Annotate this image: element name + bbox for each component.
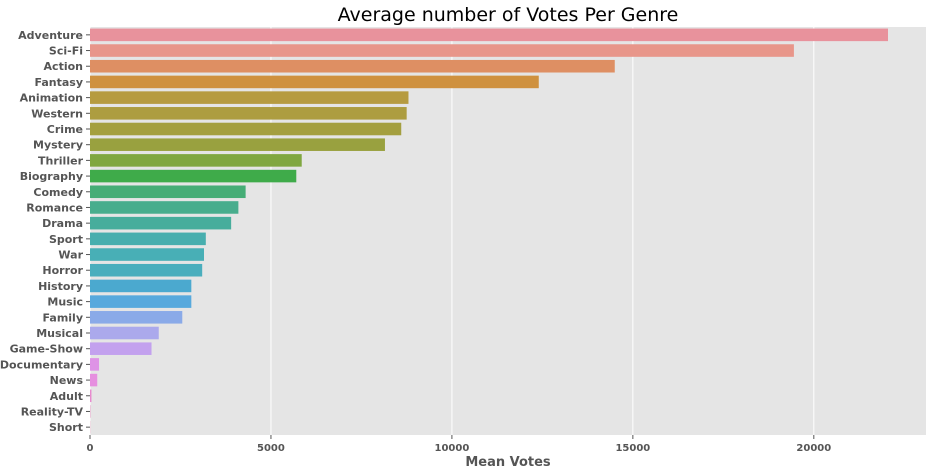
category-label: Reality-TV xyxy=(21,405,84,418)
category-label: Sci-Fi xyxy=(49,45,83,58)
category-label: Music xyxy=(47,296,83,309)
x-tick-label: 20000 xyxy=(796,443,831,454)
x-tick-label: 10000 xyxy=(435,443,470,454)
category-label: Adult xyxy=(50,390,83,403)
bar-music xyxy=(90,295,192,308)
bar-news xyxy=(90,373,98,387)
bar-fantasy xyxy=(90,75,539,89)
bar-sci-fi xyxy=(90,44,794,57)
bar-drama xyxy=(90,216,232,230)
bar-biography xyxy=(90,169,297,183)
x-axis-label: Mean Votes xyxy=(465,455,551,470)
category-label: Animation xyxy=(20,92,83,105)
category-label: Drama xyxy=(42,217,83,230)
bar-animation xyxy=(90,91,409,104)
category-label: Sport xyxy=(49,233,83,246)
category-label: Documentary xyxy=(0,358,83,371)
chart-title: Average number of Votes Per Genre xyxy=(338,4,679,26)
category-labels: Adventure Sci-Fi Action Fantasy Animation Wes… xyxy=(0,29,90,434)
category-label: Game-Show xyxy=(10,343,83,356)
category-label: Crime xyxy=(47,123,83,136)
bar-musical xyxy=(90,326,159,340)
bar-adult xyxy=(90,389,92,403)
category-label: History xyxy=(38,280,83,293)
category-label: Musical xyxy=(36,327,83,340)
category-label: Thriller xyxy=(38,154,84,167)
category-label: Action xyxy=(44,60,83,73)
category-label: Adventure xyxy=(18,29,83,42)
bar-sport xyxy=(90,232,206,246)
x-tick-labels: 0 5000 10000 15000 20000 xyxy=(87,435,831,454)
bar-action xyxy=(90,59,615,73)
category-label: War xyxy=(58,249,83,262)
x-tick-label: 15000 xyxy=(615,443,650,454)
bar-crime xyxy=(90,122,402,136)
bar-thriller xyxy=(90,154,302,167)
bars xyxy=(90,28,888,434)
x-tick-label: 0 xyxy=(87,443,94,454)
category-label: Horror xyxy=(42,264,83,277)
category-label: Fantasy xyxy=(34,76,83,89)
category-label: Romance xyxy=(26,201,83,214)
bar-mystery xyxy=(90,138,385,151)
category-label: Family xyxy=(43,311,83,324)
x-tick-label: 5000 xyxy=(257,443,285,454)
bar-game-show xyxy=(90,342,152,355)
bar-adventure xyxy=(90,28,888,42)
bar-documentary xyxy=(90,358,100,371)
category-label: News xyxy=(50,374,84,387)
category-label: Short xyxy=(49,421,83,434)
bar-western xyxy=(90,107,407,120)
bar-family xyxy=(90,311,183,324)
bar-romance xyxy=(90,201,239,214)
bar-history xyxy=(90,279,192,293)
bar-war xyxy=(90,248,204,261)
category-label: Mystery xyxy=(33,139,83,152)
bar-horror xyxy=(90,263,203,277)
bar-comedy xyxy=(90,185,246,199)
category-label: Comedy xyxy=(33,186,83,199)
category-label: Western xyxy=(31,107,83,120)
category-label: Biography xyxy=(20,170,83,183)
